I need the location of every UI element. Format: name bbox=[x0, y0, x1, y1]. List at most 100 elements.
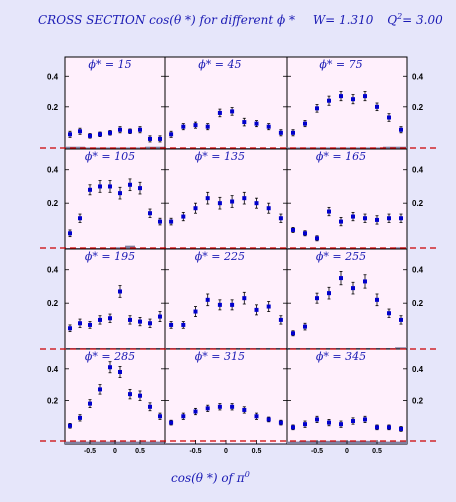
panel-label: ϕ* = 15 bbox=[88, 58, 131, 71]
data-point bbox=[108, 316, 112, 321]
data-point bbox=[351, 286, 355, 291]
data-point bbox=[327, 98, 331, 103]
panel-label: ϕ* = 105 bbox=[85, 150, 135, 163]
panel: ϕ* = 135 bbox=[164, 148, 288, 250]
data-point bbox=[138, 186, 142, 191]
panel: 0.4 0.2 ϕ* = 75 bbox=[286, 56, 424, 150]
panel: 0.4 0.2 ϕ* = 195 bbox=[47, 248, 166, 350]
x-tick-label: 0.5 bbox=[252, 448, 262, 455]
systematic-bar bbox=[125, 245, 135, 249]
data-point bbox=[327, 291, 331, 296]
systematic-bar bbox=[395, 441, 407, 444]
systematic-bar bbox=[65, 441, 75, 444]
data-point bbox=[266, 124, 271, 129]
data-point bbox=[169, 132, 174, 137]
systematic-bar bbox=[226, 443, 239, 444]
y-tick-label: 0.4 bbox=[412, 266, 424, 275]
panel-label: ϕ* = 45 bbox=[198, 58, 241, 71]
data-point bbox=[217, 404, 222, 409]
panel-label: ϕ* = 225 bbox=[195, 250, 245, 263]
panel: ϕ* = 45 bbox=[164, 56, 288, 150]
y-tick-label: 0.2 bbox=[47, 299, 59, 308]
systematic-bar bbox=[238, 443, 251, 444]
data-point bbox=[193, 123, 198, 128]
data-point bbox=[242, 196, 247, 201]
data-point bbox=[205, 297, 210, 302]
data-point bbox=[351, 214, 355, 219]
systematic-bar bbox=[201, 443, 214, 444]
data-point bbox=[351, 419, 355, 424]
systematic-bar bbox=[383, 441, 395, 444]
data-point bbox=[138, 319, 142, 324]
data-point bbox=[375, 104, 379, 109]
data-point bbox=[278, 216, 283, 221]
data-point bbox=[363, 216, 367, 221]
y-tick-label: 0.4 bbox=[412, 365, 424, 374]
panel-label: ϕ* = 285 bbox=[85, 350, 135, 363]
data-point bbox=[242, 120, 247, 125]
panel-frame bbox=[64, 248, 166, 350]
data-point bbox=[254, 201, 259, 206]
data-point bbox=[339, 276, 343, 281]
data-point bbox=[148, 211, 152, 216]
systematic-bar bbox=[359, 440, 371, 444]
data-point bbox=[387, 425, 391, 430]
panel-frame bbox=[64, 348, 166, 445]
data-point bbox=[363, 94, 367, 99]
data-point bbox=[351, 97, 355, 102]
data-point bbox=[205, 196, 210, 201]
panel: 0.4 0.2 ϕ* = 255 bbox=[286, 248, 424, 350]
data-point bbox=[387, 311, 391, 316]
data-point bbox=[339, 219, 343, 224]
panel: ϕ* = 315 bbox=[164, 348, 288, 445]
data-point bbox=[138, 393, 142, 398]
data-point bbox=[387, 115, 391, 120]
data-point bbox=[169, 322, 174, 327]
systematic-bar bbox=[299, 440, 311, 444]
data-point bbox=[78, 216, 82, 221]
data-point bbox=[128, 317, 132, 322]
data-point bbox=[254, 121, 259, 126]
data-point bbox=[327, 209, 331, 214]
data-point bbox=[278, 130, 283, 135]
data-point bbox=[78, 321, 82, 326]
panel: 0.4 0.2 ϕ* = 165 bbox=[286, 148, 424, 250]
x-tick-label: 0 bbox=[113, 448, 117, 455]
data-point bbox=[399, 426, 403, 431]
data-point bbox=[375, 217, 379, 222]
systematic-bar bbox=[125, 441, 135, 444]
systematic-bar bbox=[165, 443, 178, 444]
panel-label: ϕ* = 75 bbox=[319, 58, 362, 71]
panel-label: ϕ* = 135 bbox=[195, 150, 245, 163]
y-tick-label: 0.4 bbox=[47, 72, 59, 81]
systematic-bar bbox=[213, 443, 226, 444]
data-point bbox=[303, 324, 307, 329]
data-point bbox=[363, 417, 367, 422]
data-point bbox=[193, 206, 198, 211]
data-point bbox=[375, 425, 379, 430]
data-point bbox=[315, 106, 319, 111]
systematic-bar bbox=[75, 441, 85, 444]
panel: ϕ* = 225 bbox=[164, 248, 288, 350]
systematic-bar bbox=[311, 147, 323, 149]
y-tick-label: 0.2 bbox=[47, 103, 59, 112]
data-point bbox=[169, 219, 174, 224]
y-tick-label: 0.2 bbox=[47, 396, 59, 405]
x-tick-label: 0 bbox=[345, 448, 349, 455]
x-tick-label: -0.5 bbox=[84, 448, 96, 455]
panel-frame bbox=[286, 248, 408, 350]
data-point bbox=[128, 392, 132, 397]
data-point bbox=[266, 417, 271, 422]
panel-frame bbox=[64, 56, 166, 150]
data-point bbox=[158, 414, 162, 419]
x-tick-label: 0.5 bbox=[135, 448, 145, 455]
data-point bbox=[205, 406, 210, 411]
y-tick-label: 0.4 bbox=[47, 266, 59, 275]
data-point bbox=[88, 401, 92, 406]
data-point bbox=[138, 127, 142, 132]
panel-label: ϕ* = 195 bbox=[85, 250, 135, 263]
systematic-bar bbox=[335, 440, 347, 444]
data-point bbox=[181, 322, 186, 327]
data-point bbox=[303, 231, 307, 236]
